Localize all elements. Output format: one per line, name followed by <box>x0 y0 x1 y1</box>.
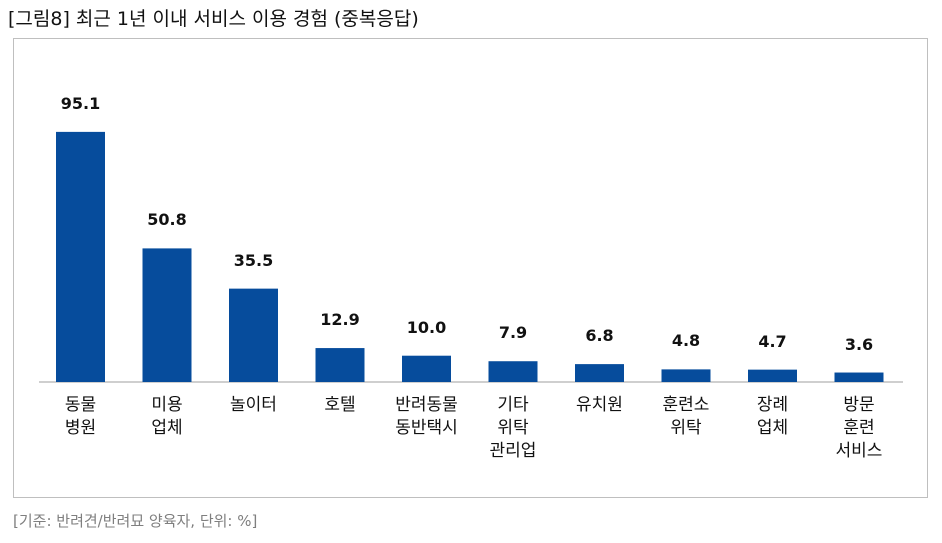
bar <box>575 364 624 382</box>
value-label: 6.8 <box>585 326 614 346</box>
bar <box>661 369 711 382</box>
bar <box>402 355 451 382</box>
category-label: 호텔 <box>324 395 356 415</box>
category-label: 장례 업체 <box>756 395 789 438</box>
category-label: 미용 업체 <box>151 395 183 438</box>
value-label: 50.8 <box>147 210 187 230</box>
value-label: 3.6 <box>844 334 874 354</box>
chart-title: [그림8] 최근 1년 이내 서비스 이용 경험 (중복응답) <box>8 8 419 30</box>
category-label: 동물 병원 <box>64 395 97 438</box>
chart-frame: 95.1 동물 병원 50.8 미용 업체 35.5 놀이터 12.9 호텔 10.0 반려동물 … <box>13 38 928 498</box>
category-label: 유치원 <box>576 395 623 415</box>
bar <box>834 372 884 382</box>
value-label: 35.5 <box>233 250 274 270</box>
bar <box>488 361 538 382</box>
value-label: 10.0 <box>406 317 447 337</box>
source-note: [기준: 반려견/반려묘 양육자, 단위: %] <box>13 512 258 530</box>
value-label: 4.8 <box>671 331 701 351</box>
value-label: 12.9 <box>320 310 360 330</box>
bar <box>748 369 797 382</box>
category-label: 기타 위탁 관리업 <box>489 395 537 461</box>
bar <box>142 248 192 382</box>
plot <box>39 131 903 383</box>
bar <box>315 348 365 382</box>
category-label: 놀이터 <box>230 395 277 415</box>
value-label: 7.9 <box>498 323 528 343</box>
value-label: 4.7 <box>758 331 787 351</box>
bar <box>229 288 278 382</box>
bar <box>56 131 105 382</box>
category-label: 방문 훈련 서비스 <box>835 395 883 461</box>
category-label: 반려동물 동반택시 <box>395 395 458 438</box>
value-label: 95.1 <box>60 93 101 113</box>
category-label: 훈련소 위탁 <box>662 395 710 438</box>
